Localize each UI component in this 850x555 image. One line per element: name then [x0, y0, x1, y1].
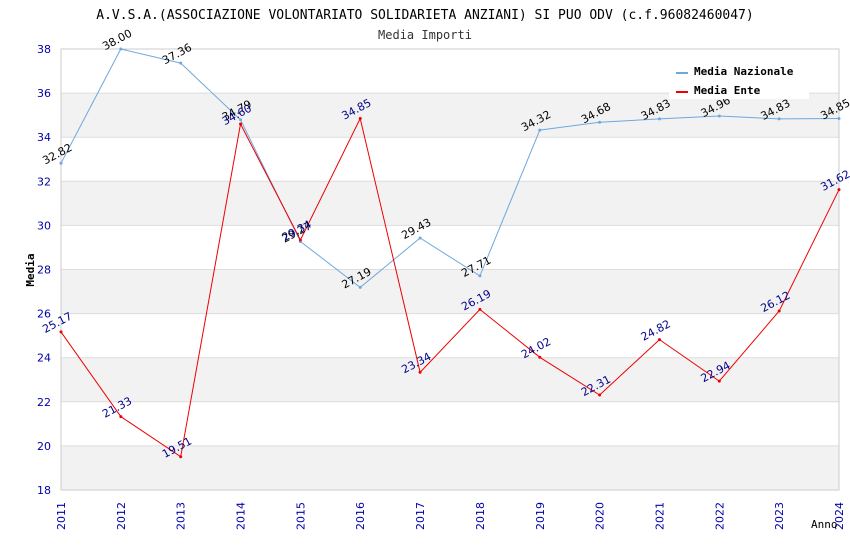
y-tick-label: 20 [37, 440, 51, 453]
x-axis-ticks: 2011 2012 2013 2014 2015 2016 2017 2018 2019 2020… [55, 502, 846, 530]
x-tick-label: 2013 [175, 502, 188, 530]
x-tick-label: 2014 [235, 502, 248, 530]
data-point [59, 330, 63, 334]
y-tick-label: 32 [37, 175, 51, 188]
x-axis-label: Anno [811, 518, 838, 531]
data-point [418, 370, 422, 374]
data-point [418, 236, 422, 240]
grid-band [61, 445, 839, 490]
data-point [538, 128, 542, 132]
data-label: 32.82 [40, 141, 74, 167]
legend-box [669, 59, 809, 99]
data-point [478, 307, 482, 311]
x-tick-label: 2020 [594, 502, 607, 530]
legend: Media Nazionale Media Ente [669, 59, 809, 99]
data-point [598, 393, 602, 397]
chart-title: A.V.S.A.(ASSOCIAZIONE VOLONTARIATO SOLID… [96, 8, 753, 23]
x-tick-label: 2016 [354, 502, 367, 530]
grid-band [61, 93, 839, 138]
data-point [358, 285, 362, 289]
y-tick-label: 30 [37, 219, 51, 232]
data-point [717, 114, 721, 118]
x-tick-label: 2011 [55, 502, 68, 530]
series-lines [59, 47, 841, 459]
y-tick-label: 28 [37, 264, 51, 277]
y-tick-label: 18 [37, 484, 51, 497]
data-point [837, 116, 841, 120]
legend-label-ente: Media Ente [694, 84, 761, 97]
data-point [358, 116, 362, 120]
series-line-ente [60, 117, 840, 458]
x-tick-label: 2019 [534, 502, 547, 530]
y-tick-label: 26 [37, 308, 51, 321]
data-point [298, 238, 302, 242]
y-tick-label: 36 [37, 87, 51, 100]
data-point [538, 355, 542, 359]
data-point [777, 309, 781, 313]
data-label: 24.82 [639, 317, 673, 343]
x-tick-label: 2022 [713, 502, 726, 530]
data-point [657, 338, 661, 342]
grid-band [61, 269, 839, 314]
data-point [777, 117, 781, 121]
grid-bands [61, 93, 839, 490]
y-axis-ticks: 18 20 22 24 26 28 30 32 34 36 38 [37, 43, 51, 497]
data-point [119, 47, 123, 51]
x-tick-label: 2021 [653, 502, 666, 530]
y-tick-label: 22 [37, 396, 51, 409]
x-tick-label: 2018 [474, 502, 487, 530]
data-point [717, 379, 721, 383]
x-tick-label: 2023 [773, 502, 786, 530]
x-tick-label: 2024 [833, 502, 846, 530]
series-line-nazionale [60, 48, 840, 289]
data-point [837, 188, 841, 192]
chart-subtitle: Media Importi [378, 28, 472, 42]
x-tick-label: 2017 [414, 502, 427, 530]
x-tick-label: 2012 [115, 502, 128, 530]
y-tick-label: 38 [37, 43, 51, 56]
y-axis-label: Media [24, 253, 37, 286]
data-point [179, 61, 183, 65]
plot-frame [60, 48, 840, 491]
data-point [239, 118, 243, 122]
data-point [59, 161, 63, 165]
grid-band [61, 181, 839, 226]
grid-band [61, 357, 839, 402]
x-tick-label: 2015 [294, 502, 307, 530]
data-point [657, 117, 661, 121]
data-point [598, 120, 602, 124]
data-point [179, 455, 183, 459]
data-point [239, 122, 243, 126]
data-point [119, 415, 123, 419]
y-tick-label: 34 [37, 131, 51, 144]
legend-label-nazionale: Media Nazionale [694, 65, 794, 78]
data-label: 37.36 [160, 41, 194, 67]
data-point [478, 274, 482, 278]
y-tick-label: 24 [37, 352, 51, 365]
